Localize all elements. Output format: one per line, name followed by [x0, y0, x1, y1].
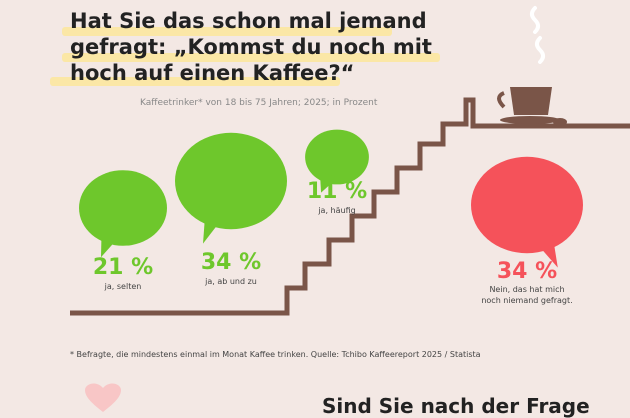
- category-label-line: Nein, das hat mich: [489, 285, 564, 294]
- staircase: [70, 97, 630, 316]
- category-label-line: ja, häufig: [317, 206, 355, 215]
- speech-bubble-icon: [305, 129, 369, 193]
- category-label: ja, ab und zu: [204, 277, 257, 286]
- title-highlight: [62, 27, 392, 36]
- category-label-line: ja, ab und zu: [204, 277, 257, 286]
- value-label: 34 %: [201, 250, 261, 275]
- coffee-bean-icon: [553, 118, 567, 126]
- category-label-line: ja, selten: [104, 282, 142, 291]
- speech-bubble-icon: [79, 170, 167, 258]
- steam-icon: [530, 6, 545, 64]
- title-highlight: [62, 53, 440, 62]
- chart-title: Hat Sie das schon mal jemand gefragt: „K…: [70, 9, 432, 85]
- value-label: 11 %: [307, 179, 367, 204]
- chart-subtitle: Kaffeetrinker* von 18 bis 75 Jahren; 202…: [140, 98, 378, 108]
- category-label: Nein, das hat mich noch niemand gefragt.: [481, 285, 572, 305]
- category-label: ja, selten: [104, 282, 142, 291]
- speech-bubble-icon: [471, 156, 583, 268]
- title-highlight: [50, 77, 340, 86]
- source-footnote: * Befragte, die mindestens einmal im Mon…: [70, 350, 481, 359]
- value-label: 21 %: [93, 255, 153, 280]
- next-section-heading: Sind Sie nach der Frage: [322, 394, 590, 418]
- speech-bubble-icon: [175, 132, 287, 244]
- category-label-line: noch niemand gefragt.: [481, 296, 572, 305]
- category-label: ja, häufig: [317, 206, 355, 215]
- coffee-cup-icon: [497, 87, 560, 124]
- heart-icon: [85, 383, 121, 412]
- value-label: 34 %: [497, 259, 557, 284]
